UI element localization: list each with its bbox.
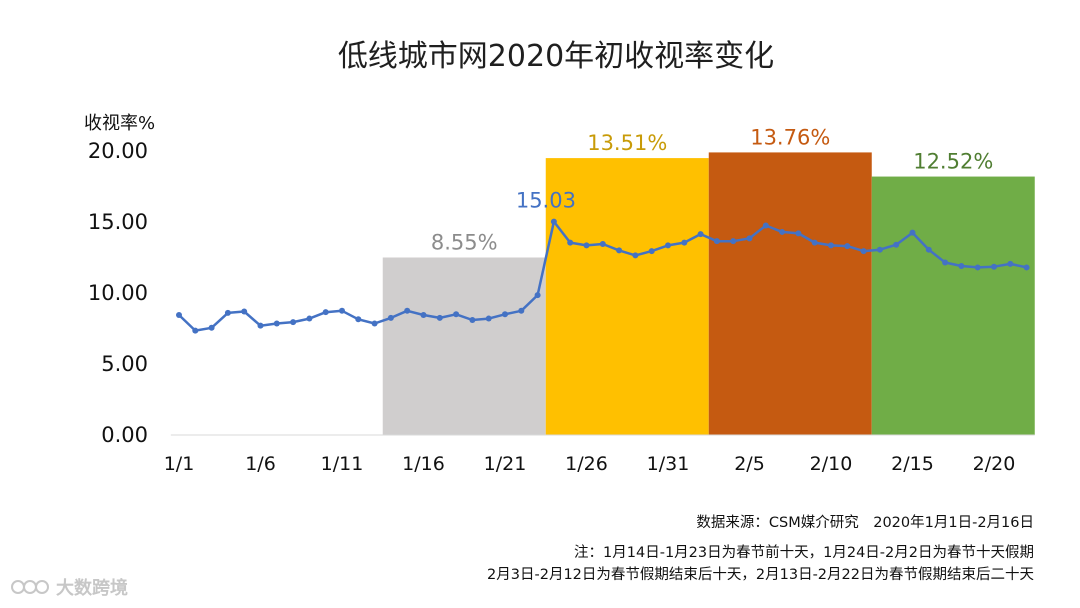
data-point-2-14 — [893, 241, 900, 248]
watermark-text: 大数跨境 — [56, 578, 128, 599]
data-point-1-2 — [192, 327, 199, 334]
period-value-label-2: 13.51% — [587, 131, 667, 155]
data-point-1-31 — [665, 242, 671, 249]
x-tick-label-2: 1/11 — [321, 453, 364, 475]
data-point-1-19 — [469, 316, 476, 323]
annotations: 15.03 — [516, 189, 576, 213]
data-point-1-20 — [485, 315, 492, 322]
period-value-label-3: 13.76% — [750, 125, 830, 149]
period-bar-1 — [382, 257, 546, 435]
data-point-1-9 — [306, 315, 313, 322]
watermark-logo-icon — [11, 580, 49, 594]
data-point-1-1 — [176, 312, 182, 319]
series-points — [176, 218, 1030, 334]
x-tick-label-4: 1/21 — [484, 453, 527, 475]
x-tick-label-3: 1/16 — [402, 453, 445, 475]
data-point-2-6 — [762, 222, 769, 229]
y-tick-label-3: 15.00 — [88, 210, 148, 234]
data-point-2-17 — [942, 259, 949, 266]
data-point-1-10 — [322, 309, 329, 316]
x-tick-label-1: 1/6 — [245, 453, 276, 475]
data-point-1-3 — [208, 324, 215, 331]
data-point-2-12 — [860, 248, 867, 255]
data-point-1-4 — [224, 309, 231, 316]
y-axis-ticks: 0.00 5.00 10.00 15.00 20.00 — [88, 139, 148, 447]
x-axis-ticks: 1/1 1/6 1/11 1/16 1/21 1/26 1/31 2/5 2/10 2/15 2/2… — [164, 453, 1016, 475]
data-point-2-16 — [925, 246, 932, 253]
x-tick-label-9: 2/15 — [891, 453, 934, 475]
data-point-1-13 — [371, 320, 378, 327]
watermark: 大数跨境 — [10, 574, 128, 600]
data-point-1-7 — [273, 320, 280, 327]
data-point-1-29 — [632, 252, 639, 259]
data-point-1-12 — [355, 316, 362, 323]
data-point-2-13 — [876, 246, 883, 253]
data-point-1-27 — [599, 241, 606, 248]
note-line-2: 2月3日-2月12日为春节假期结束后十天，2月13日-2月22日为春节假期结束后… — [487, 567, 1034, 583]
data-point-2-20 — [991, 263, 997, 270]
data-point-1-21 — [502, 311, 508, 318]
y-tick-label-1: 5.00 — [101, 352, 148, 376]
y-tick-label-0: 0.00 — [101, 423, 148, 447]
data-point-1-23 — [534, 292, 541, 299]
data-point-2-15 — [909, 229, 916, 236]
data-point-2-8 — [795, 230, 802, 237]
period-value-label-4: 12.52% — [913, 150, 993, 174]
data-point-1-14 — [387, 314, 394, 321]
y-tick-label-4: 20.00 — [88, 139, 148, 163]
data-point-2-1 — [681, 239, 688, 246]
period-bar-4 — [871, 176, 1035, 435]
data-point-1-30 — [648, 248, 655, 255]
data-point-2-2 — [697, 231, 704, 238]
data-point-2-10 — [828, 242, 834, 249]
data-point-1-11 — [339, 307, 345, 314]
x-tick-label-5: 1/26 — [565, 453, 608, 475]
x-tick-label-6: 1/31 — [647, 453, 690, 475]
period-value-label-1: 8.55% — [431, 231, 498, 255]
data-point-2-19 — [974, 264, 981, 271]
data-point-1-25 — [567, 239, 574, 246]
y-tick-label-2: 10.00 — [88, 281, 148, 305]
data-point-2-21 — [1007, 260, 1014, 267]
data-point-1-8 — [290, 319, 297, 326]
data-point-1-5 — [241, 308, 248, 315]
data-point-2-5 — [746, 235, 753, 242]
data-point-2-7 — [779, 228, 786, 235]
data-point-1-17 — [436, 314, 443, 321]
data-point-1-22 — [518, 307, 525, 314]
x-tick-label-10: 2/20 — [973, 453, 1016, 475]
data-point-2-18 — [958, 263, 965, 270]
peak-annotation-0: 15.03 — [516, 189, 576, 213]
data-point-1-15 — [404, 307, 411, 314]
data-point-1-26 — [583, 242, 590, 249]
data-point-1-28 — [616, 247, 623, 254]
source-text: 数据来源：CSM媒介研究 2020年1月1日-2月16日 — [696, 515, 1034, 531]
data-point-1-6 — [257, 322, 264, 329]
data-point-1-18 — [453, 311, 460, 318]
x-tick-label-8: 2/10 — [810, 453, 853, 475]
chart-title: 低线城市网2020年初收视率变化 — [338, 39, 774, 74]
period-bars: 8.55% 13.51% 13.76% 12.52% — [382, 125, 1035, 436]
data-point-2-4 — [730, 238, 737, 245]
data-point-2-11 — [844, 243, 851, 250]
period-bar-2 — [545, 158, 709, 435]
data-point-2-22 — [1023, 264, 1030, 271]
data-point-1-24 — [550, 218, 557, 225]
data-point-2-9 — [811, 239, 818, 246]
period-bar-3 — [708, 152, 872, 436]
x-tick-label-0: 1/1 — [164, 453, 195, 475]
y-axis-label: 收视率% — [84, 113, 155, 134]
x-tick-label-7: 2/5 — [734, 453, 765, 475]
note-line-1: 注：1月14日-1月23日为春节前十天，1月24日-2月2日为春节十天假期 — [574, 545, 1034, 561]
data-point-2-3 — [713, 238, 720, 245]
data-point-1-16 — [420, 312, 427, 319]
